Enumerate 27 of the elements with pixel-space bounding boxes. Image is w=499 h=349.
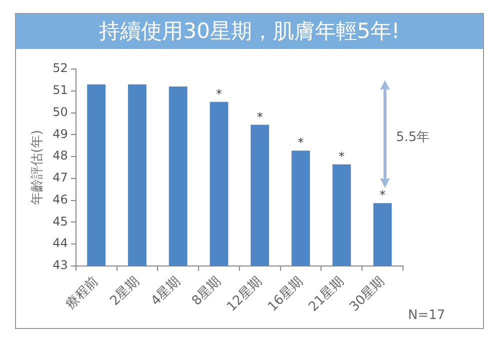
y-tick-label: 46 (52, 192, 68, 206)
x-tick-label: 16星期 (265, 274, 306, 315)
y-tick-label: 52 (52, 61, 68, 76)
y-tick-label: 50 (52, 104, 68, 119)
x-tick-label: 12星期 (224, 274, 266, 315)
x-tick-label: 療程前 (63, 274, 102, 312)
y-tick-label: 44 (52, 236, 68, 250)
text: N=17 (408, 308, 446, 323)
chart-title: 持續使用30星期，肌膚年輕5年! (16, 14, 483, 49)
x-tick-label: 2星期 (108, 274, 142, 309)
x-tick-label: 21星期 (306, 274, 347, 315)
x-tick-label: 30星期 (347, 274, 388, 315)
annotation: 5.5年 (396, 129, 430, 146)
x-tick-label: 4星期 (148, 274, 184, 309)
annotation: * (380, 188, 386, 202)
y-tick-label: 51 (52, 83, 68, 97)
x-tick-label: 8星期 (189, 274, 224, 309)
annotation: * (338, 150, 345, 164)
y-tick-label: 43 (52, 258, 68, 272)
annotation: * (298, 136, 304, 150)
annotation: * (256, 110, 263, 124)
y-tick-label: 49 (52, 126, 68, 141)
y-tick-label: 45 (52, 214, 68, 228)
annotation: * (216, 86, 222, 101)
y-axis-title: 年齡評估(年) (30, 130, 46, 206)
y-tick-label: 48 (52, 148, 68, 163)
y-tick-label: 47 (52, 170, 68, 185)
